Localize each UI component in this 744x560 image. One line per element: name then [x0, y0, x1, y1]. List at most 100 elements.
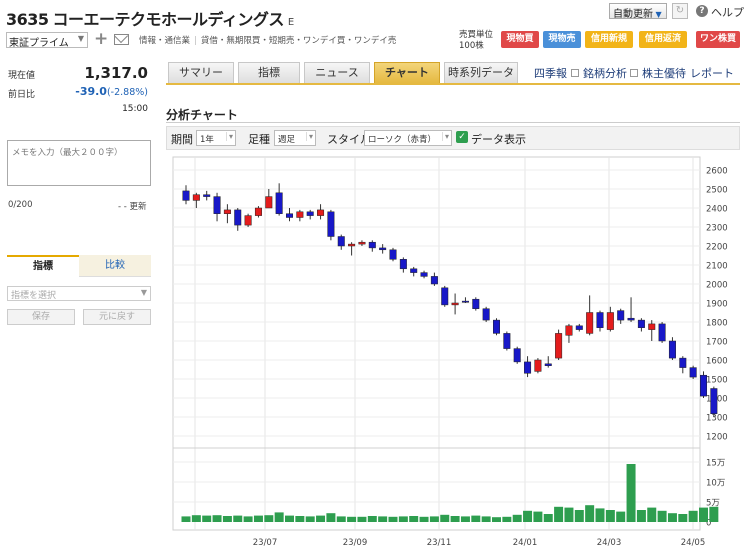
candle-body: [327, 211, 335, 237]
tab-summary[interactable]: サマリー: [168, 62, 234, 83]
candle-body: [286, 213, 293, 218]
bar-type-select[interactable]: 週足 ▾: [274, 130, 316, 146]
volume-bar: [222, 516, 232, 522]
price-tick-label: 1500: [706, 376, 728, 386]
volume-bar: [667, 513, 677, 522]
volume-bar: [512, 514, 522, 522]
x-tick-label: 24/01: [513, 538, 538, 548]
restore-button[interactable]: 元に戻す: [83, 309, 151, 325]
volume-bar: [543, 514, 553, 522]
bar-type-value: 週足: [278, 135, 296, 145]
volume-bar: [440, 514, 450, 522]
tab-indicator[interactable]: 指標: [7, 255, 79, 277]
candle-body: [182, 190, 190, 201]
link-stock-analysis[interactable]: 銘柄分析: [583, 67, 627, 80]
link-report[interactable]: レポート: [690, 67, 734, 80]
volume-bar: [285, 515, 294, 522]
volume-bar: [585, 505, 595, 522]
data-display-label: データ表示: [471, 133, 526, 146]
market-select[interactable]: 東証プライム ▼: [6, 32, 88, 49]
candle-body: [192, 194, 200, 201]
volume-bar: [616, 511, 626, 522]
x-tick-label: 24/05: [681, 538, 706, 548]
price-tick-label: 1700: [706, 338, 728, 348]
candle-body: [368, 241, 376, 249]
tab-indicators[interactable]: 指標: [238, 62, 300, 83]
volume-bar: [191, 515, 201, 522]
candle-body: [389, 249, 397, 260]
candle-body: [244, 215, 252, 226]
memo-char-count: 0/200: [8, 200, 33, 210]
stock-title: 3635 コーエーテクモホールディングス E: [6, 6, 294, 30]
refresh-icon[interactable]: ↻: [672, 3, 688, 19]
volume-bar: [357, 516, 367, 522]
price-label: 現在値: [8, 71, 36, 81]
spot-buy-button[interactable]: 現物買: [501, 31, 539, 48]
spot-sell-button[interactable]: 現物売: [543, 31, 581, 48]
trade-unit: 売買単位 100株: [459, 30, 493, 52]
trade-unit-label: 売買単位: [459, 30, 494, 40]
price-tick-label: 1300: [706, 414, 728, 424]
sector-label: 情報・通信業: [139, 36, 191, 46]
candle-body: [493, 319, 500, 334]
save-button[interactable]: 保存: [7, 309, 75, 325]
chevron-down-icon: ▾: [441, 132, 449, 141]
price-tick-label: 1800: [706, 319, 728, 329]
change-amount: -39.0: [75, 85, 107, 98]
add-favorite-icon[interactable]: +: [94, 29, 109, 49]
divider: [166, 122, 740, 123]
memo-updated: - - 更新: [118, 202, 147, 212]
price-tick-label: 2000: [706, 281, 728, 291]
price-tick-label: 2500: [706, 186, 728, 196]
help-icon[interactable]: ?: [696, 5, 708, 17]
volume-bar: [595, 508, 605, 522]
auto-update-select[interactable]: 自動更新 ▼: [609, 3, 667, 20]
company-name: コーエーテクモホールディングス: [52, 10, 285, 29]
tab-chart[interactable]: チャート: [374, 62, 440, 83]
candle-body: [213, 196, 221, 214]
link-shareholder-benefits[interactable]: 株主優待: [642, 67, 686, 80]
candle-body: [679, 357, 687, 368]
plot-area: [172, 156, 701, 531]
one-share-buy-button[interactable]: ワン株買: [696, 31, 740, 48]
volume-bar: [523, 510, 533, 522]
volume-bar: [409, 516, 419, 522]
help-link[interactable]: ヘルプ: [711, 6, 744, 19]
volume-bar: [699, 507, 708, 522]
volume-bar: [295, 516, 305, 522]
volume-bar: [626, 464, 636, 522]
stock-code: 3635: [6, 10, 49, 29]
candle-body: [203, 194, 211, 197]
tab-compare[interactable]: 比較: [79, 255, 151, 277]
margin-new-button[interactable]: 信用新規: [585, 31, 633, 48]
candle-body: [617, 310, 625, 321]
chart-controls: [166, 126, 740, 150]
external-link-icon: [630, 69, 638, 77]
period-select[interactable]: 1年 ▾: [196, 130, 236, 146]
price-tick-label: 1200: [706, 433, 728, 443]
data-display-checkbox[interactable]: ✓: [456, 131, 468, 143]
tab-timeseries[interactable]: 時系列データ: [444, 62, 518, 83]
mail-icon[interactable]: [114, 34, 129, 45]
candle-body: [544, 363, 552, 366]
candle-body: [482, 308, 490, 321]
memo-input[interactable]: [7, 140, 151, 186]
volume-bar: [657, 510, 667, 522]
indicator-select[interactable]: 指標を選択 ▼: [7, 286, 151, 301]
candle-body: [410, 268, 418, 273]
change-percent: (-2.88%): [106, 87, 148, 98]
margin-close-button[interactable]: 信用返済: [639, 31, 687, 48]
link-shikiho[interactable]: 四季報: [534, 67, 567, 80]
candle-body: [689, 367, 697, 378]
candle-body: [555, 333, 563, 359]
style-select[interactable]: ローソク（赤青） ▾: [364, 130, 452, 146]
current-price: 1,317.0: [84, 64, 148, 82]
x-tick-label: 23/11: [427, 538, 452, 548]
indicator-select-value: 指標を選択: [11, 291, 57, 301]
candlestick-chart[interactable]: 2600 2500 2400 2300 2200 2100 2000 1900 1800 1700…: [166, 152, 740, 556]
market-select-value: 東証プライム: [9, 38, 69, 49]
volume-bar: [264, 515, 274, 522]
volume-bar: [554, 506, 564, 522]
tab-news[interactable]: ニュース: [304, 62, 370, 83]
candle-body: [503, 333, 511, 349]
